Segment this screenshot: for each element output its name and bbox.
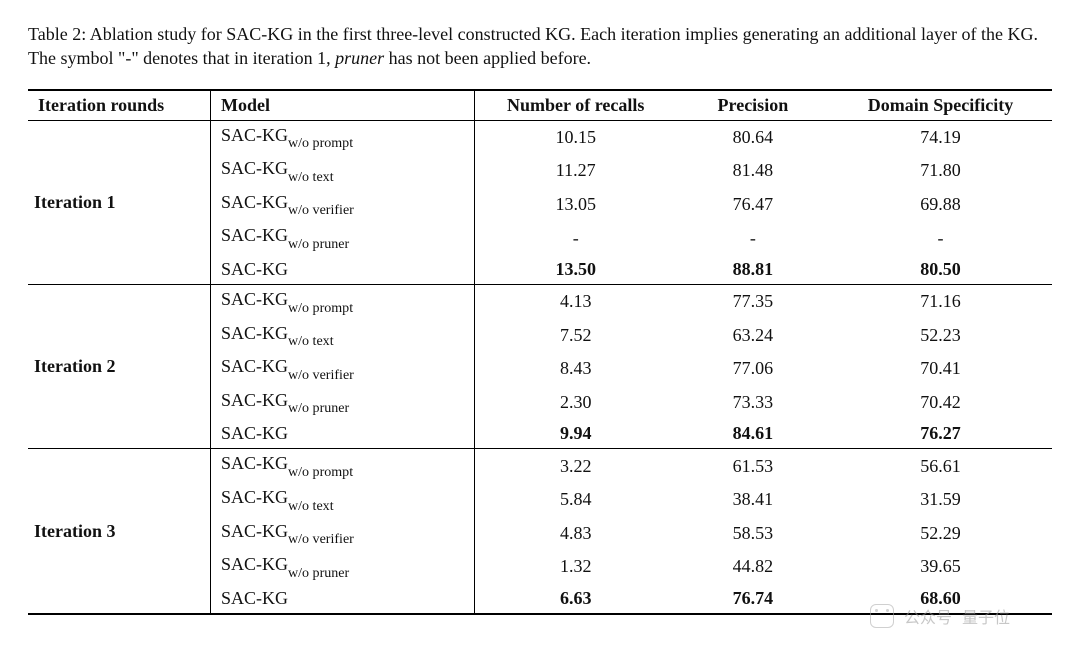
domain-cell: 52.29 [829, 517, 1052, 551]
recalls-cell: 3.22 [474, 449, 677, 483]
domain-cell: 70.42 [829, 386, 1052, 420]
precision-cell: - [677, 221, 829, 255]
precision-cell: 73.33 [677, 386, 829, 420]
recalls-cell: 7.52 [474, 319, 677, 353]
domain-cell: 76.27 [829, 419, 1052, 449]
precision-cell: 63.24 [677, 319, 829, 353]
table-header-row: Iteration rounds Model Number of recalls… [28, 90, 1052, 121]
precision-cell: 44.82 [677, 550, 829, 584]
precision-cell: 80.64 [677, 120, 829, 154]
model-cell: SAC-KGw/o pruner [210, 221, 474, 255]
model-cell: SAC-KGw/o text [210, 483, 474, 517]
th-precision: Precision [677, 90, 829, 121]
model-cell: SAC-KG [210, 419, 474, 449]
recalls-cell: 4.83 [474, 517, 677, 551]
th-recalls: Number of recalls [474, 90, 677, 121]
model-cell: SAC-KGw/o verifier [210, 517, 474, 551]
recalls-cell: 2.30 [474, 386, 677, 420]
domain-cell: 56.61 [829, 449, 1052, 483]
precision-cell: 61.53 [677, 449, 829, 483]
iteration-label: Iteration 3 [28, 449, 210, 614]
model-cell: SAC-KGw/o text [210, 319, 474, 353]
recalls-cell: 1.32 [474, 550, 677, 584]
domain-cell: 80.50 [829, 255, 1052, 285]
domain-cell: 69.88 [829, 188, 1052, 222]
precision-cell: 84.61 [677, 419, 829, 449]
recalls-cell: 11.27 [474, 154, 677, 188]
model-cell: SAC-KG [210, 584, 474, 614]
recalls-cell: 6.63 [474, 584, 677, 614]
model-cell: SAC-KGw/o prompt [210, 284, 474, 318]
precision-cell: 88.81 [677, 255, 829, 285]
precision-cell: 77.06 [677, 352, 829, 386]
model-cell: SAC-KGw/o verifier [210, 352, 474, 386]
model-cell: SAC-KGw/o pruner [210, 550, 474, 584]
domain-cell: 74.19 [829, 120, 1052, 154]
model-cell: SAC-KGw/o verifier [210, 188, 474, 222]
recalls-cell: 4.13 [474, 284, 677, 318]
recalls-cell: 9.94 [474, 419, 677, 449]
domain-cell: 31.59 [829, 483, 1052, 517]
recalls-cell: - [474, 221, 677, 255]
domain-cell: - [829, 221, 1052, 255]
th-iter: Iteration rounds [28, 90, 210, 121]
caption-text-suffix: has not been applied before. [384, 48, 591, 68]
domain-cell: 52.23 [829, 319, 1052, 353]
iteration-label: Iteration 2 [28, 284, 210, 448]
model-cell: SAC-KGw/o prompt [210, 120, 474, 154]
iteration-label: Iteration 1 [28, 120, 210, 284]
precision-cell: 77.35 [677, 284, 829, 318]
domain-cell: 68.60 [829, 584, 1052, 614]
table-row: Iteration 3SAC-KGw/o prompt3.2261.5356.6… [28, 449, 1052, 483]
table-row: Iteration 2SAC-KGw/o prompt4.1377.3571.1… [28, 284, 1052, 318]
domain-cell: 39.65 [829, 550, 1052, 584]
table-caption: Table 2: Ablation study for SAC-KG in th… [28, 22, 1052, 71]
ablation-table: Iteration rounds Model Number of recalls… [28, 89, 1052, 615]
model-cell: SAC-KGw/o pruner [210, 386, 474, 420]
precision-cell: 76.47 [677, 188, 829, 222]
domain-cell: 70.41 [829, 352, 1052, 386]
th-domain: Domain Specificity [829, 90, 1052, 121]
recalls-cell: 13.50 [474, 255, 677, 285]
caption-text-ital: pruner [335, 48, 384, 68]
model-cell: SAC-KGw/o text [210, 154, 474, 188]
domain-cell: 71.16 [829, 284, 1052, 318]
table-row: Iteration 1SAC-KGw/o prompt10.1580.6474.… [28, 120, 1052, 154]
precision-cell: 38.41 [677, 483, 829, 517]
recalls-cell: 8.43 [474, 352, 677, 386]
precision-cell: 58.53 [677, 517, 829, 551]
recalls-cell: 10.15 [474, 120, 677, 154]
recalls-cell: 5.84 [474, 483, 677, 517]
model-cell: SAC-KGw/o prompt [210, 449, 474, 483]
th-model: Model [210, 90, 474, 121]
recalls-cell: 13.05 [474, 188, 677, 222]
precision-cell: 76.74 [677, 584, 829, 614]
model-cell: SAC-KG [210, 255, 474, 285]
precision-cell: 81.48 [677, 154, 829, 188]
domain-cell: 71.80 [829, 154, 1052, 188]
